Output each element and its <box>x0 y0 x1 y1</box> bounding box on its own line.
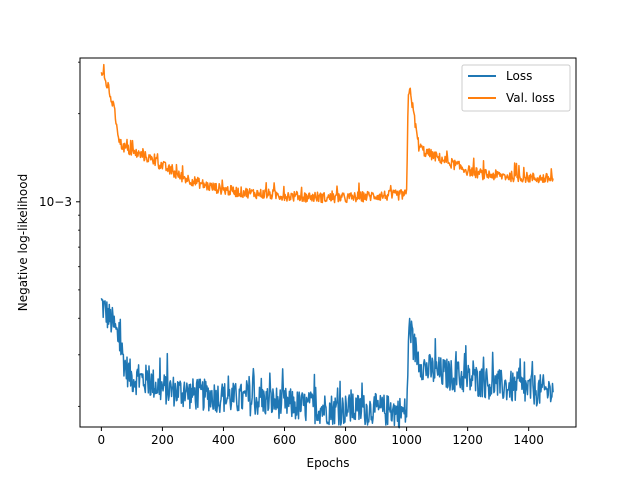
y-tick-label: 10−3 <box>39 195 72 209</box>
y-axis-label: Negative log-likelihood <box>16 174 30 311</box>
plot-lines <box>100 63 554 429</box>
legend-label: Loss <box>506 69 532 83</box>
x-tick-label: 1400 <box>513 433 544 447</box>
legend-label: Val. loss <box>506 91 555 105</box>
x-tick-label: 1200 <box>452 433 483 447</box>
plot-frame <box>79 57 577 428</box>
x-tick-label: 800 <box>334 433 357 447</box>
legend: Loss Val. loss <box>461 64 571 112</box>
x-tick-label: 1000 <box>391 433 422 447</box>
x-tick-label: 600 <box>273 433 296 447</box>
x-axis-label: Epochs <box>307 456 350 470</box>
x-axis: 0 200 400 600 800 1000 1200 1400 <box>98 427 544 447</box>
series-line-loss <box>100 298 554 429</box>
y-axis: 10−3 <box>39 61 80 407</box>
x-tick-label: 400 <box>212 433 235 447</box>
series-line-val-loss <box>100 63 554 204</box>
x-tick-label: 200 <box>151 433 174 447</box>
x-tick-label: 0 <box>98 433 106 447</box>
